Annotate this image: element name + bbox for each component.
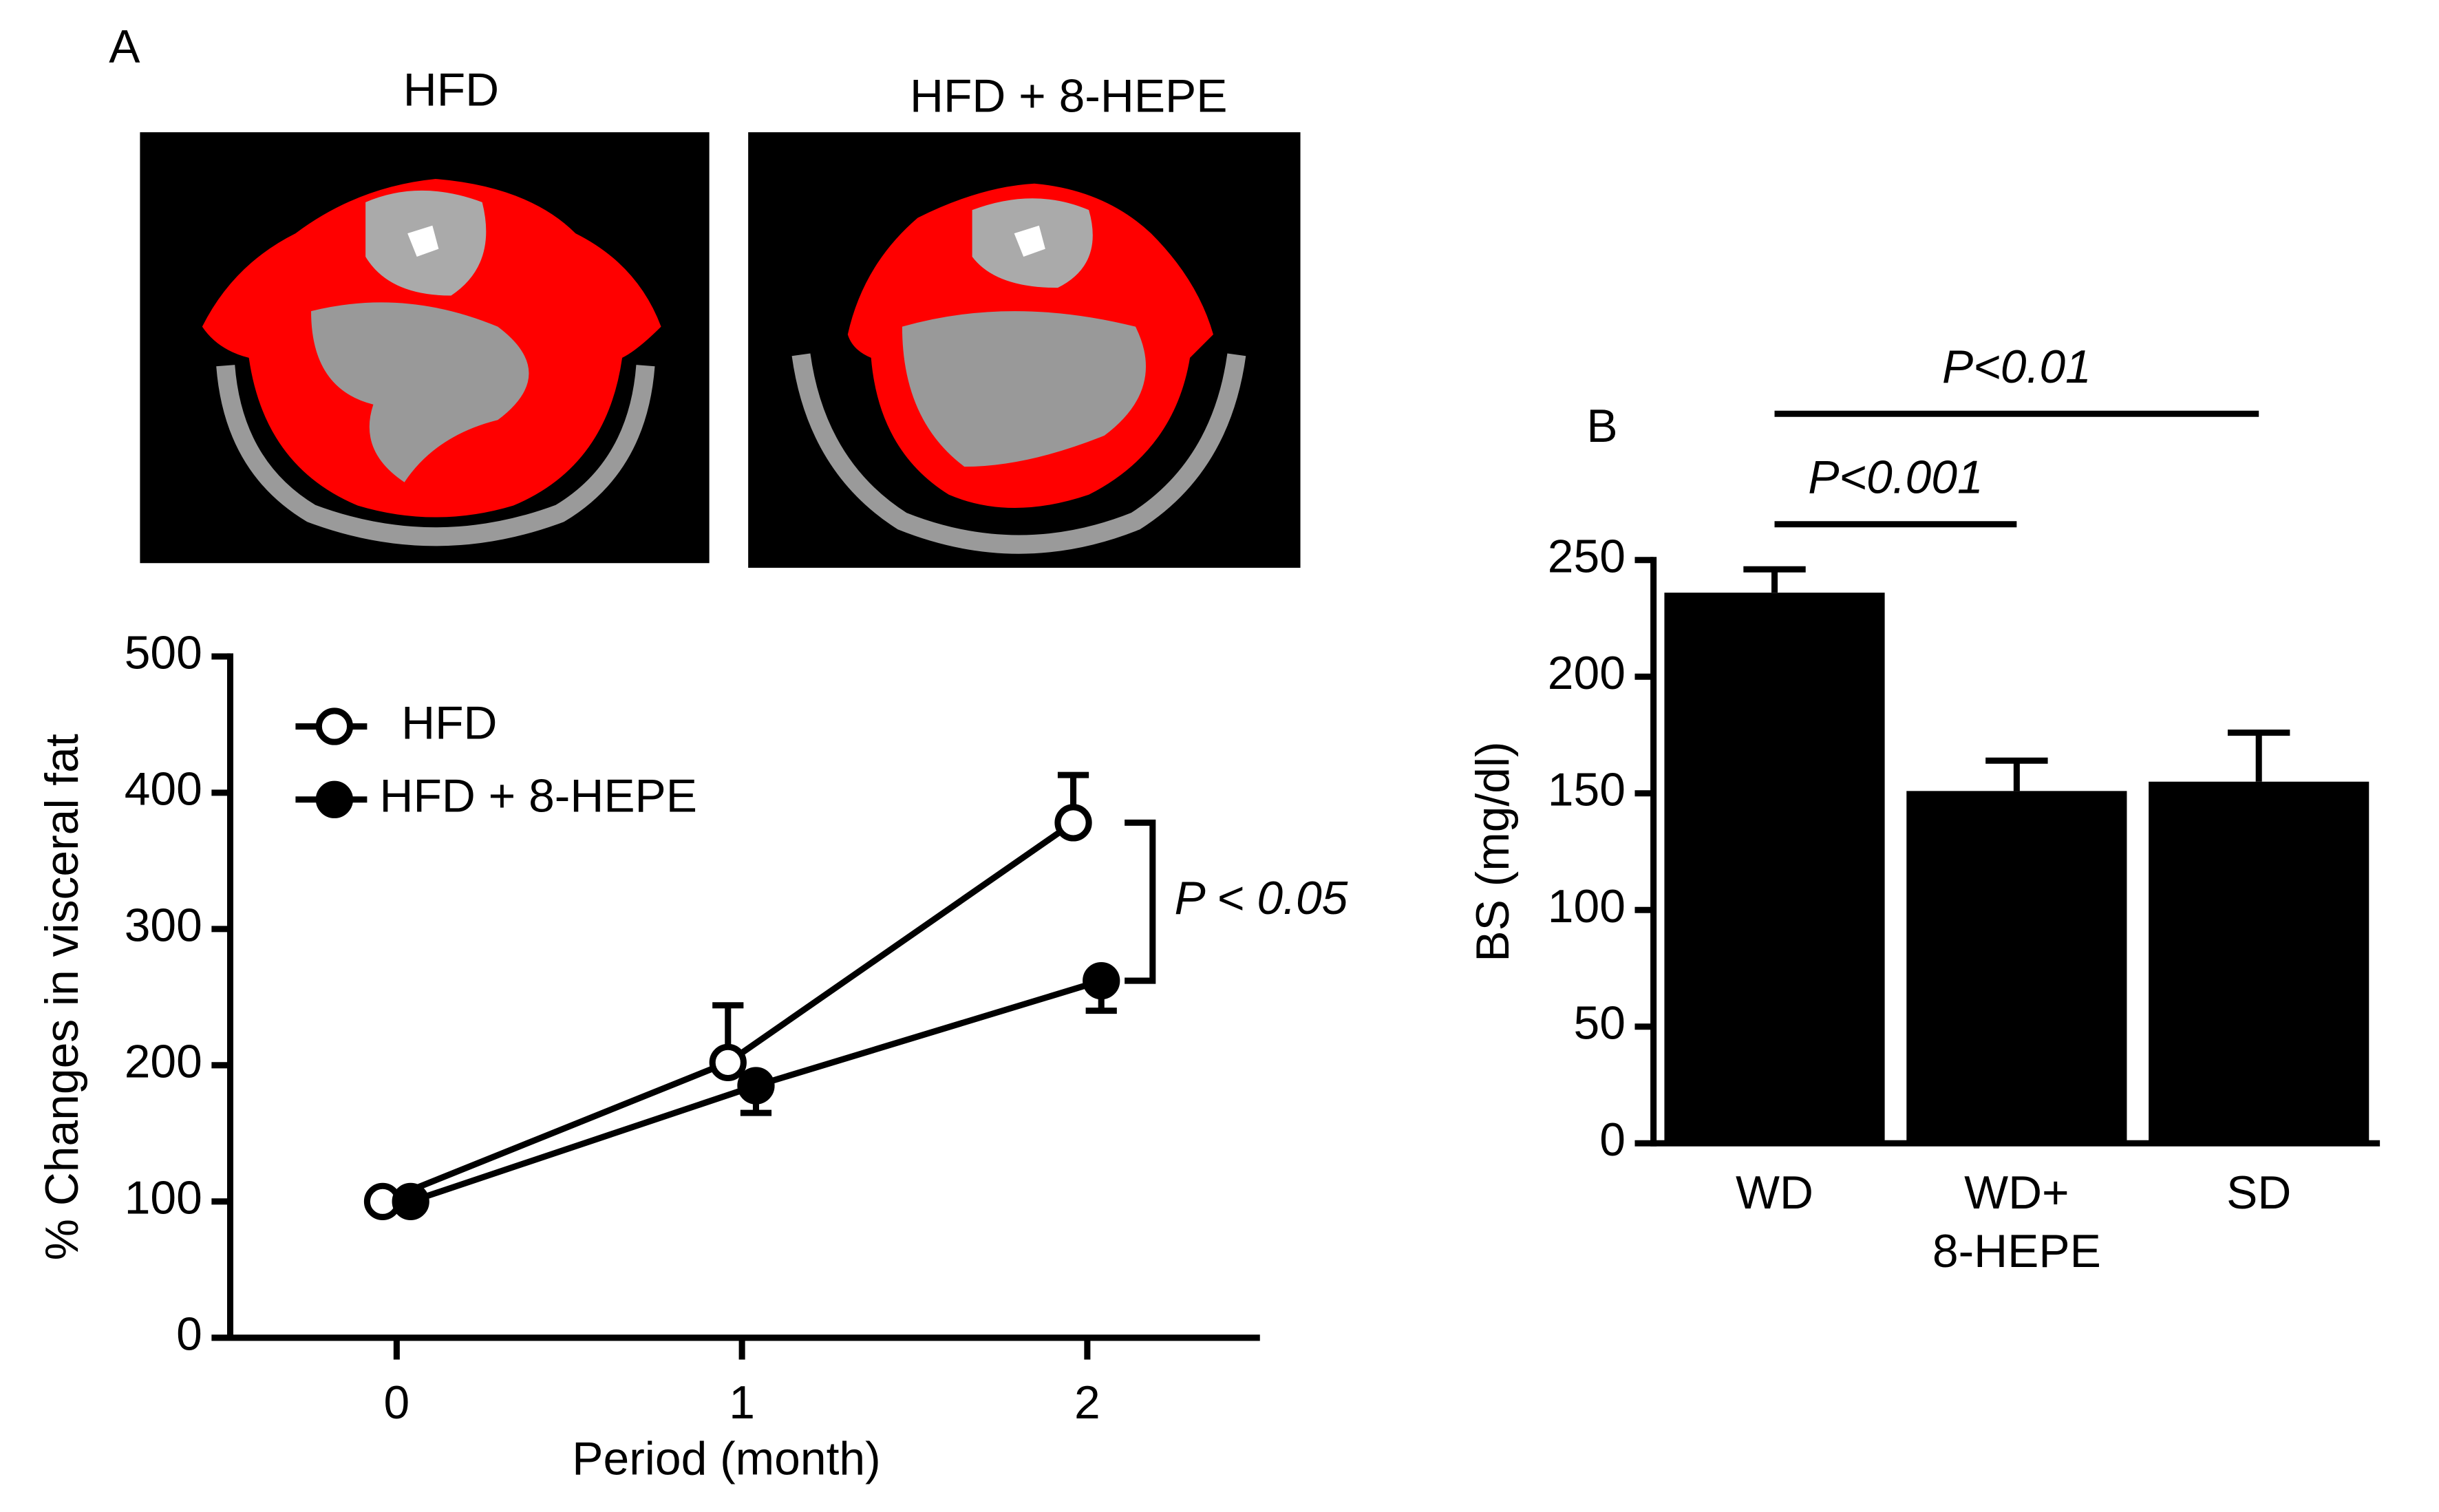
y-tick-label: 400 — [125, 764, 202, 816]
marker — [392, 1182, 429, 1220]
y-tick-label: 500 — [125, 628, 202, 679]
y-tick-label: 200 — [1548, 648, 1626, 699]
x-tick-label: 0 — [383, 1377, 409, 1429]
marker — [1083, 961, 1120, 1000]
y-tick-label: 0 — [176, 1309, 202, 1361]
panel-label: B — [1586, 401, 1617, 452]
y-tick-label: 200 — [125, 1036, 202, 1088]
marker — [709, 1043, 747, 1081]
image-title: HFD + 8-HEPE — [910, 71, 1228, 123]
panel-label: A — [109, 21, 140, 72]
y-tick-label: 150 — [1548, 765, 1626, 816]
marker — [1054, 804, 1092, 842]
y-tick-label: 300 — [125, 900, 202, 952]
marker — [737, 1067, 775, 1105]
significance-bracket — [1125, 819, 1156, 984]
annotation: P < 0.05 — [1174, 873, 1348, 924]
ct-image — [140, 132, 710, 564]
error-bar — [2227, 730, 2290, 782]
x-axis-label: Period (month) — [572, 1434, 880, 1485]
bar — [2149, 781, 2369, 1144]
x-tick-label: 1 — [729, 1377, 755, 1429]
annotation: P<0.001 — [1808, 451, 1983, 503]
bar — [1906, 791, 2127, 1144]
y-axis-label: BS (mg/dl) — [1467, 741, 1519, 961]
y-tick-label: 0 — [1599, 1114, 1626, 1166]
image-title: HFD — [403, 65, 499, 116]
y-tick-label: 250 — [1548, 531, 1626, 583]
bar — [1664, 593, 1885, 1144]
x-tick-label: 2 — [1074, 1377, 1100, 1429]
annotation: P<0.01 — [1942, 341, 2091, 393]
y-tick-label: 100 — [1548, 881, 1626, 933]
legend-marker — [315, 707, 354, 745]
y-tick-label: 100 — [125, 1173, 202, 1224]
x-tick-label: SD — [2226, 1167, 2291, 1219]
x-tick-label: WD+ 8-HEPE — [1932, 1167, 2101, 1277]
error-bar — [1743, 566, 1806, 593]
y-axis-label: % Changes in visceral fat — [36, 734, 88, 1260]
legend-label: HFD + 8-HEPE — [379, 771, 697, 822]
y-tick-label: 50 — [1573, 998, 1625, 1050]
ct-image — [748, 132, 1301, 568]
x-tick-label: WD — [1736, 1167, 1813, 1219]
error-bar — [1985, 757, 2048, 791]
legend-marker — [315, 780, 354, 818]
legend-label: HFD — [401, 697, 497, 749]
